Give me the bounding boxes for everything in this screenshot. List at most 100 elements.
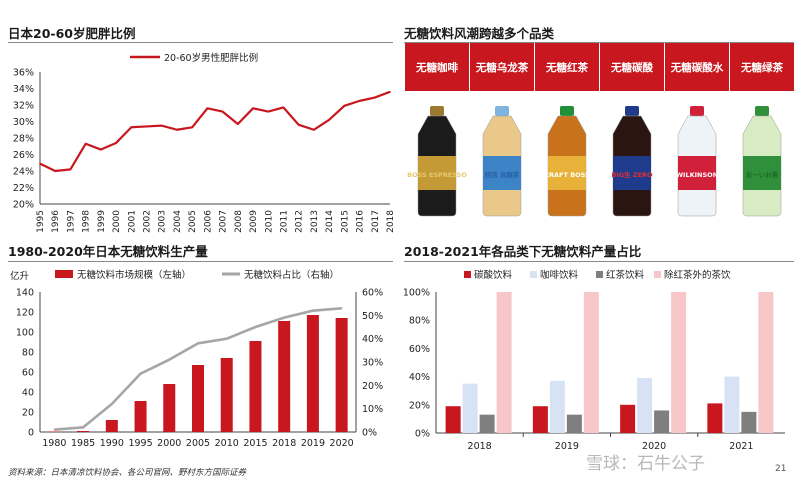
product-bottle-image: 颐活 烏龍茶 xyxy=(482,106,522,217)
bottle-label xyxy=(613,156,651,190)
x-tick-label: 2012 xyxy=(295,210,305,233)
data-point xyxy=(100,148,102,151)
y-tick-label: 40% xyxy=(409,372,430,383)
market-size-bar xyxy=(335,318,348,432)
market-size-bar xyxy=(134,401,147,432)
x-tick-label: 1985 xyxy=(71,438,95,449)
data-point xyxy=(283,316,285,319)
bottle-label xyxy=(678,156,716,190)
y-tick-label: 28% xyxy=(13,134,34,145)
data-point xyxy=(221,110,224,113)
x-tick-label: 2003 xyxy=(158,210,168,233)
y-tick-label: 100% xyxy=(403,288,430,299)
share-bar xyxy=(758,292,774,433)
share-chart-title: 2018-2021年各品类下无糖饮料产量占比 xyxy=(404,244,642,259)
data-point xyxy=(225,337,228,340)
x-tick-label: 1998 xyxy=(82,210,92,233)
market-size-bar xyxy=(77,431,90,432)
watermark: 雪球：石牛公子 xyxy=(586,454,705,474)
x-tick-label: 2015 xyxy=(340,210,350,233)
right-tick-label: 60% xyxy=(362,288,383,299)
market-size-bar xyxy=(192,365,204,432)
left-tick-label: 140 xyxy=(16,288,34,299)
source-note: 资料来源：日本清凉饮料协会、各公司官网、野村东方国际证券 xyxy=(8,468,247,478)
title-underline xyxy=(8,42,393,43)
bottle-brand-text: 颐活 烏龍茶 xyxy=(485,170,520,179)
product-bottle-image: WILKINSON xyxy=(676,106,718,217)
x-tick-label: 1996 xyxy=(51,210,61,233)
bottle-brand-text: BIG生 ZERO xyxy=(611,170,653,179)
y-tick-label: 20% xyxy=(13,200,34,211)
legend-swatch xyxy=(530,271,537,278)
share-grouped-bar-chart: 碳酸饮料 咖啡饮料 红茶饮料 除红茶外的茶饮 0% 20% 40% 60% 80% 100% 201… xyxy=(403,269,785,452)
data-point xyxy=(252,107,254,110)
right-tick-label: 40% xyxy=(362,334,383,345)
title-underline xyxy=(8,261,393,262)
x-tick-label: 2002 xyxy=(143,210,153,233)
share-bar xyxy=(496,292,512,433)
data-point xyxy=(267,110,270,113)
market-size-bar xyxy=(48,431,61,432)
category-tab: 无糖乌龙茶 xyxy=(470,43,534,91)
page-number: 21 xyxy=(775,464,787,474)
right-tick-label: 30% xyxy=(362,358,383,369)
x-tick-label: 1990 xyxy=(100,438,124,449)
data-point xyxy=(115,142,117,144)
left-tick-label: 80 xyxy=(22,348,34,359)
data-point xyxy=(168,358,171,361)
legend-label: 红茶饮料 xyxy=(606,269,645,281)
left-tick-label: 100 xyxy=(16,328,34,339)
data-point xyxy=(373,96,376,99)
bottle-cap xyxy=(690,106,704,116)
data-point xyxy=(176,128,178,131)
legend-label: 碳酸饮料 xyxy=(474,269,513,281)
x-tick-label: 2018 xyxy=(272,438,296,449)
x-tick-label: 2011 xyxy=(279,210,289,233)
share-bar xyxy=(583,292,599,433)
category-tab: 无糖碳酸 xyxy=(600,43,664,91)
share-bar xyxy=(462,383,478,433)
x-tick-label: 2017 xyxy=(371,210,381,233)
categories-panel-title: 无糖饮料风潮跨越多个品类 xyxy=(404,26,555,41)
title-underline xyxy=(404,42,794,43)
y-tick-label: 24% xyxy=(13,167,34,178)
x-tick-label: 2015 xyxy=(243,438,267,449)
y-tick-label: 0% xyxy=(415,429,430,440)
share-bar xyxy=(620,404,636,433)
y-tick-label: 34% xyxy=(13,84,34,95)
category-tab: 无糖碳酸水 xyxy=(665,43,729,91)
bottle-cap xyxy=(625,106,639,116)
x-tick-label: 2010 xyxy=(215,438,239,449)
share-bar xyxy=(532,406,548,433)
bottle-cap xyxy=(755,106,769,116)
data-point xyxy=(254,326,257,328)
y-tick-label: 80% xyxy=(409,316,430,327)
bottle-label xyxy=(483,156,521,190)
bottle-cap xyxy=(495,106,509,116)
y-tick-label: 30% xyxy=(13,117,34,128)
data-point xyxy=(197,342,199,345)
left-tick-label: 60 xyxy=(22,368,34,379)
x-tick-label: 2016 xyxy=(356,210,366,233)
bottle-brand-text: WILKINSON xyxy=(676,171,718,179)
data-point xyxy=(160,124,163,127)
bottle-brand-text: お〜いお茶 xyxy=(746,170,779,179)
x-tick-label: 2009 xyxy=(249,210,259,233)
bottle-cap xyxy=(560,106,574,116)
right-tick-label: 0% xyxy=(362,428,377,439)
left-tick-label: 0 xyxy=(28,428,34,439)
share-bar xyxy=(566,414,582,433)
x-tick-label: 2001 xyxy=(127,210,137,233)
x-tick-label: 2020 xyxy=(642,441,666,452)
data-point xyxy=(297,124,300,126)
left-tick-label: 120 xyxy=(16,308,34,319)
data-point xyxy=(139,372,142,375)
legend-label: 无糖饮料市场规模（左轴） xyxy=(77,269,191,281)
x-tick-label: 1980 xyxy=(42,438,66,449)
x-tick-label: 2000 xyxy=(112,210,122,233)
product-bottle-image: BIG生 ZERO xyxy=(611,106,653,217)
legend-swatch xyxy=(464,271,471,278)
data-point xyxy=(206,107,209,110)
production-chart-title: 1980-2020年日本无糖饮料生产量 xyxy=(8,244,208,259)
data-point xyxy=(82,426,84,429)
